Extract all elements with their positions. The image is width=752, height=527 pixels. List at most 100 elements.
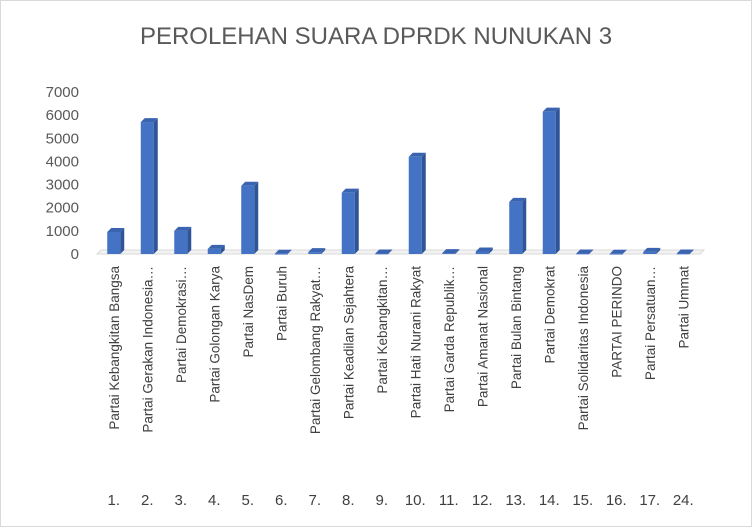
bar xyxy=(174,226,192,254)
x-number-label: 24. xyxy=(673,492,694,509)
bar-front xyxy=(207,248,221,254)
bar-side xyxy=(522,197,527,254)
chart-title: PEROLEHAN SUARA DPRDK NUNUKAN 3 xyxy=(140,23,612,50)
bar-front xyxy=(643,251,657,254)
bar-side xyxy=(287,249,292,254)
bar-top xyxy=(174,226,192,231)
bar-side xyxy=(120,228,125,254)
bar-top xyxy=(509,197,527,202)
bar-front xyxy=(107,232,121,254)
x-category-label: Partai Persatuan… xyxy=(643,266,658,380)
x-number-label: 12. xyxy=(472,492,493,509)
bar-top xyxy=(207,244,225,249)
x-category-label: Partai Garda Republik… xyxy=(442,266,457,412)
bar-front xyxy=(375,253,389,255)
bar xyxy=(676,249,694,255)
bar-front xyxy=(609,253,623,255)
x-category-label: Partai Gelombang Rakyat… xyxy=(308,266,323,434)
bar-top xyxy=(341,188,359,193)
bar-front xyxy=(475,251,489,254)
x-axis-number-labels: 1. 2. 3. 4. 5. 6. 7. 8. 9. 10. 11. 12. 13. 14. 15. 16. 1… xyxy=(107,492,693,509)
bar-top xyxy=(375,249,393,254)
bar-side xyxy=(354,188,359,254)
bar-side xyxy=(153,118,158,254)
y-tick-label: 4000 xyxy=(46,153,79,170)
bar xyxy=(341,188,359,254)
y-tick-label: 7000 xyxy=(46,84,79,101)
x-number-label: 9. xyxy=(375,492,388,509)
bars xyxy=(107,107,694,255)
bar xyxy=(475,247,493,254)
bar-side xyxy=(689,249,694,254)
bar xyxy=(542,107,560,255)
bar-top xyxy=(107,228,125,233)
bar xyxy=(609,249,627,255)
x-number-label: 10. xyxy=(405,492,426,509)
x-category-label: Partai Solidaritas Indonesia xyxy=(576,266,591,431)
x-number-label: 3. xyxy=(174,492,187,509)
bar-top xyxy=(274,249,292,254)
x-category-label: Partai Demokrat xyxy=(542,266,557,364)
x-number-label: 11. xyxy=(439,492,459,509)
bar xyxy=(308,248,326,254)
bar-top xyxy=(576,249,594,254)
bar-side xyxy=(220,244,225,254)
x-category-label: Partai Kebangkitan Bangsa xyxy=(107,266,122,430)
y-tick-label: 1000 xyxy=(46,223,79,240)
bar xyxy=(408,152,426,254)
x-category-label: Partai NasDem xyxy=(241,266,256,358)
x-category-label: Partai Amanat Nasional xyxy=(475,266,490,407)
x-category-label: Partai Gerakan Indonesia… xyxy=(140,266,155,433)
x-axis-category-labels: Partai Kebangkitan Bangsa Partai Gerakan … xyxy=(107,266,692,435)
x-number-label: 1. xyxy=(107,492,120,509)
y-tick-label: 6000 xyxy=(46,107,79,124)
bar xyxy=(643,247,661,254)
bar xyxy=(576,249,594,255)
y-tick-label: 5000 xyxy=(46,130,79,147)
x-number-label: 2. xyxy=(141,492,154,509)
bar xyxy=(207,244,225,254)
x-number-label: 13. xyxy=(505,492,526,509)
bar-side xyxy=(421,152,426,254)
x-number-label: 14. xyxy=(539,492,560,509)
bar xyxy=(274,249,292,255)
x-number-label: 5. xyxy=(241,492,254,509)
bar-side xyxy=(622,249,627,254)
x-number-label: 6. xyxy=(275,492,288,509)
x-number-label: 7. xyxy=(308,492,321,509)
bar-top xyxy=(609,249,627,254)
bar-side xyxy=(455,249,460,254)
bar-top xyxy=(676,249,694,254)
bar-top xyxy=(475,247,493,252)
bar xyxy=(140,118,158,254)
bar xyxy=(442,249,460,254)
bar-top xyxy=(241,181,259,186)
bar-front xyxy=(442,253,456,254)
bar-top xyxy=(542,107,560,112)
bar xyxy=(375,249,393,255)
bar-front xyxy=(408,156,422,254)
x-category-label: Partai Keadilan Sejahtera xyxy=(341,266,356,420)
bar-front xyxy=(140,122,154,254)
bar-top xyxy=(442,249,460,254)
y-tick-label: 3000 xyxy=(46,177,79,194)
bar xyxy=(241,181,259,254)
bar-side xyxy=(488,247,493,254)
x-number-label: 4. xyxy=(208,492,221,509)
bar-front xyxy=(576,253,590,255)
bar-side xyxy=(589,249,594,254)
x-number-label: 17. xyxy=(639,492,660,509)
x-category-label: Partai Kebangkitan… xyxy=(375,266,390,394)
bar-front xyxy=(174,230,188,254)
bar-top xyxy=(643,247,661,252)
x-category-label: Partai Golongan Karya xyxy=(207,266,222,403)
x-number-label: 16. xyxy=(606,492,627,509)
bar xyxy=(509,197,527,254)
bar-side xyxy=(388,249,393,254)
x-category-label: Partai Hati Nurani Rakyat xyxy=(408,266,423,419)
bar-top xyxy=(308,248,326,253)
x-category-label: Partai Demokrasi… xyxy=(174,266,189,383)
bar-front xyxy=(308,252,322,254)
